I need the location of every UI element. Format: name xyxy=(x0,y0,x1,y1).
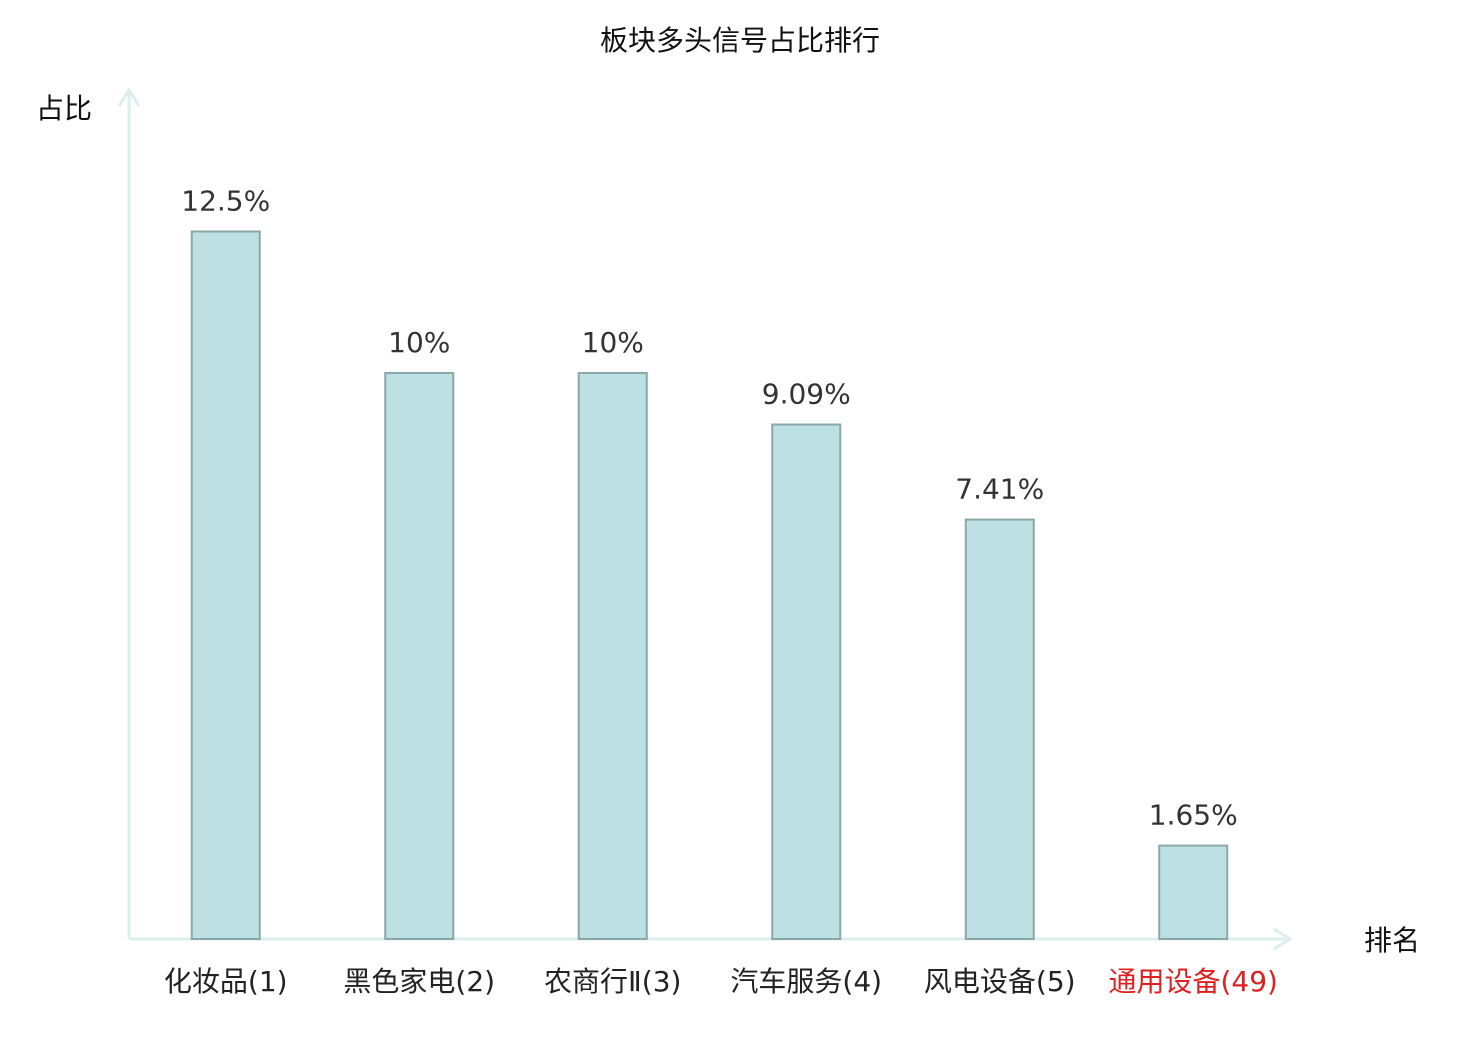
value-label: 9.09% xyxy=(762,378,851,411)
x-tick-label: 黑色家电(2) xyxy=(343,965,495,998)
bar xyxy=(577,372,648,940)
value-label: 1.65% xyxy=(1149,799,1238,832)
value-label: 10% xyxy=(582,326,644,359)
y-axis-label: 占比 xyxy=(36,92,92,125)
bar xyxy=(964,518,1035,940)
bar xyxy=(384,372,455,940)
x-tick-label: 汽车服务(4) xyxy=(730,965,882,998)
axes xyxy=(117,87,1293,951)
value-label: 10% xyxy=(388,326,450,359)
chart-title: 板块多头信号占比排行 xyxy=(600,24,880,57)
x-tick-label: 化妆品(1) xyxy=(164,965,288,998)
x-tick-label: 风电设备(5) xyxy=(924,965,1076,998)
x-tick-label: 通用设备(49) xyxy=(1109,965,1278,998)
value-label: 12.5% xyxy=(181,185,270,218)
bar xyxy=(771,423,842,941)
bar xyxy=(190,230,261,940)
x-axis-arrow xyxy=(1273,927,1293,951)
bar xyxy=(1158,844,1229,940)
y-axis-arrow xyxy=(117,87,141,107)
x-axis-label: 排名 xyxy=(1364,924,1420,957)
x-tick-label: 农商行Ⅱ(3) xyxy=(544,965,681,998)
value-label: 7.41% xyxy=(955,473,1044,506)
